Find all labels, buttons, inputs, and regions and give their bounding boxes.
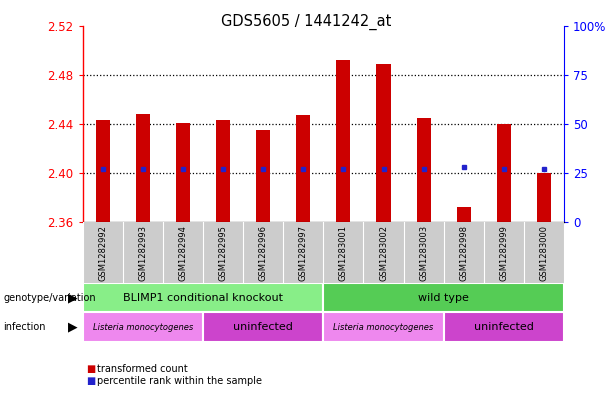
Bar — [96, 120, 110, 222]
Text: BLIMP1 conditional knockout: BLIMP1 conditional knockout — [123, 293, 283, 303]
Text: ▶: ▶ — [68, 321, 78, 334]
Bar — [216, 120, 230, 222]
Text: GSM1283002: GSM1283002 — [379, 225, 388, 281]
Text: uninfected: uninfected — [234, 322, 293, 332]
Text: Listeria monocytogenes: Listeria monocytogenes — [93, 323, 193, 332]
Bar — [256, 130, 270, 222]
Text: transformed count: transformed count — [97, 364, 188, 374]
Text: GDS5605 / 1441242_at: GDS5605 / 1441242_at — [221, 14, 392, 30]
Text: GSM1283001: GSM1283001 — [339, 225, 348, 281]
Bar — [324, 283, 564, 312]
Text: Listeria monocytogenes: Listeria monocytogenes — [333, 323, 433, 332]
Bar — [376, 64, 390, 222]
Bar — [83, 312, 203, 342]
Bar — [537, 173, 551, 222]
Text: GSM1282998: GSM1282998 — [459, 225, 468, 281]
Text: GSM1282997: GSM1282997 — [299, 225, 308, 281]
Bar — [83, 283, 324, 312]
Text: uninfected: uninfected — [474, 322, 534, 332]
Bar — [497, 124, 511, 222]
Bar — [324, 312, 444, 342]
Bar — [337, 60, 351, 222]
Bar — [296, 115, 310, 222]
Text: GSM1282993: GSM1282993 — [139, 225, 147, 281]
Text: GSM1283000: GSM1283000 — [539, 225, 549, 281]
Text: GSM1282992: GSM1282992 — [98, 225, 107, 281]
Bar — [457, 208, 471, 222]
Text: genotype/variation: genotype/variation — [3, 293, 96, 303]
Text: ▶: ▶ — [68, 291, 78, 304]
Text: GSM1282996: GSM1282996 — [259, 225, 268, 281]
Bar — [203, 312, 324, 342]
Text: GSM1283003: GSM1283003 — [419, 225, 428, 281]
Bar — [444, 312, 564, 342]
Text: wild type: wild type — [418, 293, 469, 303]
Bar — [136, 114, 150, 222]
Bar — [417, 118, 430, 222]
Bar — [176, 123, 190, 222]
Text: GSM1282995: GSM1282995 — [219, 225, 227, 281]
Text: ■: ■ — [86, 376, 95, 386]
Text: infection: infection — [3, 322, 45, 332]
Text: GSM1282999: GSM1282999 — [500, 225, 508, 281]
Text: percentile rank within the sample: percentile rank within the sample — [97, 376, 262, 386]
Text: GSM1282994: GSM1282994 — [178, 225, 188, 281]
Text: ■: ■ — [86, 364, 95, 374]
